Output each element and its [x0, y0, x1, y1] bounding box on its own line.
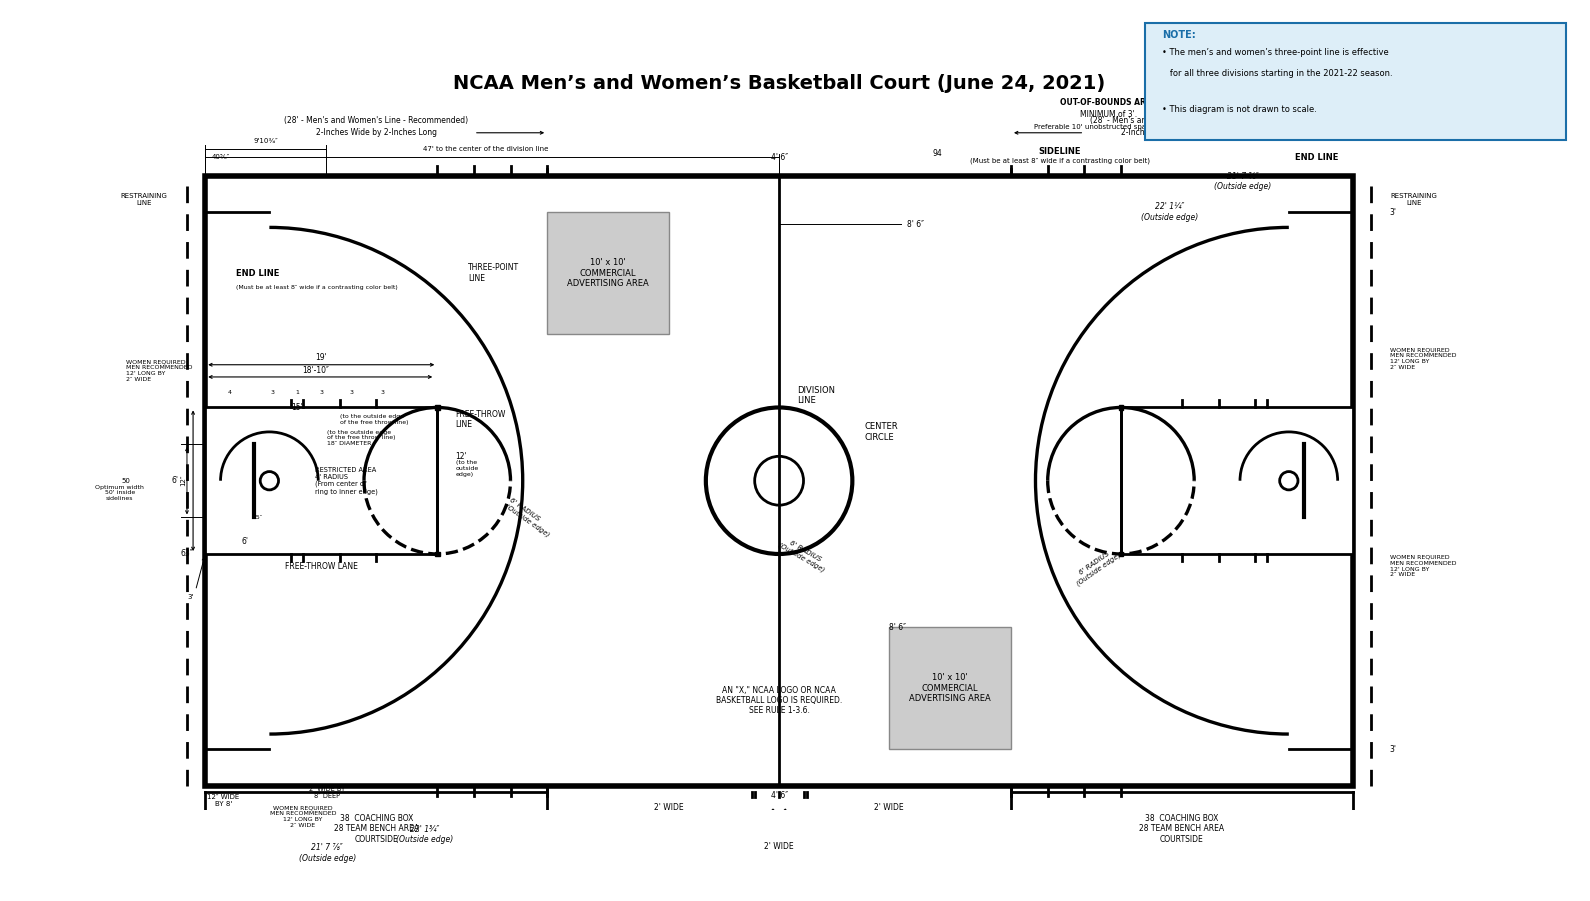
Text: 94: 94: [933, 149, 943, 158]
Text: (to the outside edge
of the free throw line)
18″ DIAMETER: (to the outside edge of the free throw l…: [328, 430, 396, 446]
Text: FREE-THROW LANE: FREE-THROW LANE: [285, 561, 358, 570]
Text: 2' WIDE BY
8″ DEEP: 2' WIDE BY 8″ DEEP: [310, 786, 345, 798]
Text: (to the
outside
edge): (to the outside edge): [456, 460, 479, 477]
Bar: [1118, 405, 1124, 410]
Text: 3': 3': [188, 594, 194, 600]
Text: 10' x 10'
COMMERCIAL
ADVERTISING AREA: 10' x 10' COMMERCIAL ADVERTISING AREA: [909, 673, 991, 703]
Text: 2-Inches Wide by 2-Inches Long: 2-Inches Wide by 2-Inches Long: [1121, 128, 1242, 137]
Text: WOMEN REQUIRED
MEN RECOMMENDED
12' LONG BY
2″ WIDE: WOMEN REQUIRED MEN RECOMMENDED 12' LONG …: [270, 805, 335, 828]
Text: Optimum width
50' inside
sidelines: Optimum width 50' inside sidelines: [95, 485, 145, 501]
Bar: [205, 407, 437, 554]
Text: MINIMUM of 3'.: MINIMUM of 3'.: [1080, 110, 1137, 119]
Text: 3: 3: [350, 390, 355, 396]
Text: 12″: 12″: [180, 475, 186, 487]
Text: • This diagram is not drawn to scale.: • This diagram is not drawn to scale.: [1162, 105, 1317, 114]
Text: 6': 6': [242, 537, 248, 546]
Bar: [434, 405, 440, 410]
Text: 4' 6″: 4' 6″: [771, 791, 787, 800]
Text: END LINE: END LINE: [1294, 152, 1337, 161]
Text: 6' RADIUS
(Outside edge): 6' RADIUS (Outside edge): [504, 496, 555, 538]
Bar: [889, 627, 1011, 750]
Text: 47' to the center of the division line: 47' to the center of the division line: [423, 146, 549, 151]
Text: WOMEN REQUIRED
MEN RECOMMENDED
12' LONG BY
2″ WIDE: WOMEN REQUIRED MEN RECOMMENDED 12' LONG …: [1390, 348, 1456, 369]
Text: 6' RADIUS
(Outside edge): 6' RADIUS (Outside edge): [1072, 546, 1123, 587]
Text: 8' 6″: 8' 6″: [889, 623, 906, 632]
Text: Preferable 10' unobstructed space outside.: Preferable 10' unobstructed space outsid…: [1034, 123, 1185, 130]
Text: 9'10⅜″: 9'10⅜″: [254, 139, 278, 144]
Text: 15': 15': [291, 403, 302, 412]
Text: 18'-10″: 18'-10″: [302, 367, 329, 376]
Text: DIVISION
LINE: DIVISION LINE: [798, 386, 835, 405]
Bar: [1118, 551, 1124, 557]
Text: NCAA Men’s and Women’s Basketball Court (June 24, 2021): NCAA Men’s and Women’s Basketball Court …: [453, 75, 1105, 94]
Text: 12': 12': [456, 451, 467, 460]
Text: 3': 3': [1390, 207, 1396, 216]
Text: 19': 19': [315, 353, 328, 362]
Text: 8' 6″: 8' 6″: [908, 220, 924, 229]
Text: 3: 3: [270, 390, 275, 396]
Text: 10' x 10'
COMMERCIAL
ADVERTISING AREA: 10' x 10' COMMERCIAL ADVERTISING AREA: [568, 259, 649, 288]
Bar: [205, 176, 1353, 786]
Text: 3: 3: [380, 390, 385, 396]
Text: (to the outside edge
of the free throw line): (to the outside edge of the free throw l…: [340, 414, 409, 425]
Text: 22' 1¾″
(Outside edge): 22' 1¾″ (Outside edge): [396, 825, 453, 844]
Text: WOMEN REQUIRED
MEN RECOMMENDED
12' LONG BY
2″ WIDE: WOMEN REQUIRED MEN RECOMMENDED 12' LONG …: [1390, 555, 1456, 578]
Text: 1: 1: [294, 390, 299, 396]
Text: 4: 4: [227, 390, 232, 396]
Text: 15″: 15″: [253, 514, 262, 520]
Text: RESTRICTED AREA
4' RADIUS
(From center of
ring to inner edge): RESTRICTED AREA 4' RADIUS (From center o…: [315, 467, 378, 495]
Text: 6': 6': [172, 477, 178, 486]
Text: RESTRAINING
LINE: RESTRAINING LINE: [121, 194, 167, 206]
Bar: [434, 551, 440, 557]
Text: • The men’s and women’s three-point line is effective: • The men’s and women’s three-point line…: [1162, 49, 1388, 58]
Text: OUT-OF-BOUNDS AREA: OUT-OF-BOUNDS AREA: [1061, 97, 1158, 106]
Text: WOMEN REQUIRED
MEN RECOMMENDED
12' LONG BY
2″ WIDE: WOMEN REQUIRED MEN RECOMMENDED 12' LONG …: [126, 359, 192, 382]
Bar: [547, 212, 669, 334]
Text: 63″: 63″: [181, 550, 194, 559]
Text: 38  COACHING BOX
28 TEAM BENCH AREA
COURTSIDE: 38 COACHING BOX 28 TEAM BENCH AREA COURT…: [334, 814, 418, 843]
Text: 4' 6″: 4' 6″: [771, 152, 787, 161]
Text: SIDELINE: SIDELINE: [1038, 147, 1081, 156]
Text: (Must be at least 8″ wide if a contrasting color belt): (Must be at least 8″ wide if a contrasti…: [235, 286, 398, 290]
Text: 12″ WIDE
BY 8': 12″ WIDE BY 8': [207, 794, 240, 807]
Text: for all three divisions starting in the 2021-22 season.: for all three divisions starting in the …: [1162, 69, 1393, 78]
Text: RESTRAINING
LINE: RESTRAINING LINE: [1391, 194, 1437, 206]
Text: 3: 3: [320, 390, 323, 396]
Text: 40⅚″: 40⅚″: [211, 154, 229, 160]
Text: END LINE: END LINE: [235, 268, 280, 278]
Text: CENTER
CIRCLE: CENTER CIRCLE: [865, 423, 898, 441]
Text: (28' - Men's and Women's Line - Recommended): (28' - Men's and Women's Line - Recommen…: [285, 116, 469, 125]
Text: FREE-THROW
LINE: FREE-THROW LINE: [456, 410, 506, 430]
Text: 21' 7 ⅞″
(Outside edge): 21' 7 ⅞″ (Outside edge): [299, 843, 356, 863]
Text: AN "X," NCAA LOGO OR NCAA
BASKETBALL LOGO IS REQUIRED.
SEE RULE 1-3.6.: AN "X," NCAA LOGO OR NCAA BASKETBALL LOG…: [716, 686, 843, 715]
Text: NOTE:: NOTE:: [1162, 30, 1196, 40]
Text: 2' WIDE: 2' WIDE: [765, 842, 793, 851]
Text: (Must be at least 8″ wide if a contrasting color belt): (Must be at least 8″ wide if a contrasti…: [970, 158, 1150, 164]
Text: 3': 3': [1390, 745, 1396, 754]
Text: 21' 7 ⅞″
(Outside edge): 21' 7 ⅞″ (Outside edge): [1215, 172, 1272, 191]
Text: (28' - Men's and Women's Line - Recommended): (28' - Men's and Women's Line - Recommen…: [1089, 116, 1274, 125]
Text: 2' WIDE: 2' WIDE: [875, 804, 903, 813]
Text: 2' WIDE: 2' WIDE: [655, 804, 684, 813]
Text: 2-Inches Wide by 2-Inches Long: 2-Inches Wide by 2-Inches Long: [316, 128, 437, 137]
Text: 6' RADIUS
(Outside edge): 6' RADIUS (Outside edge): [778, 535, 830, 573]
Text: 38  COACHING BOX
28 TEAM BENCH AREA
COURTSIDE: 38 COACHING BOX 28 TEAM BENCH AREA COURT…: [1140, 814, 1224, 843]
Text: 50: 50: [121, 478, 130, 484]
Text: 22' 1¼″
(Outside edge): 22' 1¼″ (Outside edge): [1142, 203, 1199, 222]
Text: THREE-POINT
LINE: THREE-POINT LINE: [467, 263, 518, 283]
Bar: [1121, 407, 1353, 554]
